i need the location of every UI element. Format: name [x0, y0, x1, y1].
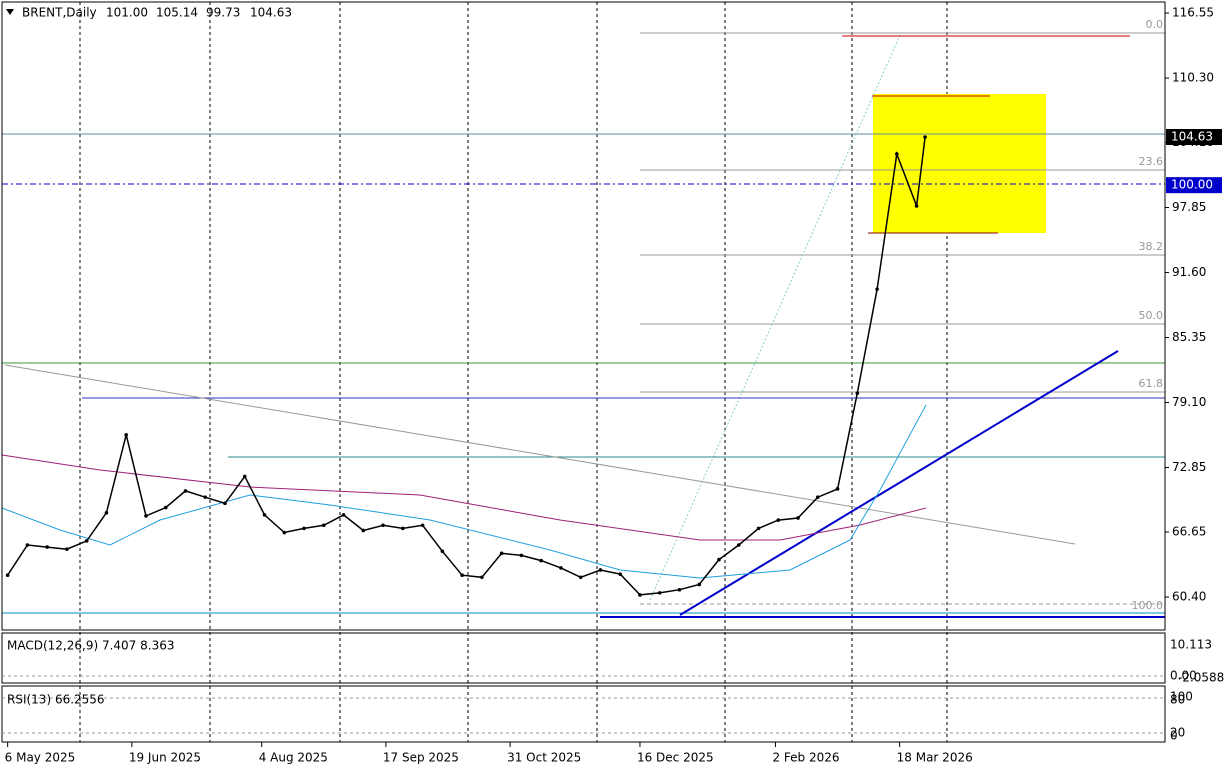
price-point — [183, 489, 188, 493]
symbol: BRENT,Daily — [22, 6, 97, 20]
ohlc-high: 105.14 — [156, 6, 198, 20]
price-point — [302, 526, 306, 531]
price-point — [104, 510, 109, 515]
price-marker-label: 100.00 — [1171, 178, 1213, 192]
fib-label: 61.8 — [1139, 377, 1164, 390]
price-point — [677, 587, 682, 592]
fib-lines — [640, 32, 1165, 605]
price-point — [776, 518, 781, 522]
price-marker — [1166, 177, 1222, 194]
price-point — [223, 501, 227, 506]
rsi-tick: 100 — [1170, 690, 1193, 704]
y-tick-label: 66.65 — [1172, 525, 1206, 539]
price-point — [914, 204, 919, 208]
rsi-tick: 80 — [1170, 693, 1185, 707]
price-point — [815, 495, 820, 499]
price-marker — [1166, 129, 1222, 146]
x-tick-label: 6 May 2025 — [5, 751, 76, 765]
ohlc-close: 104.63 — [250, 6, 292, 20]
macd-tick: -2.0588 — [1178, 671, 1224, 685]
x-tick-label: 2 Feb 2026 — [772, 751, 839, 765]
price-point — [322, 523, 326, 528]
y-tick-label: 110.30 — [1172, 71, 1214, 85]
y-tick-label: 79.10 — [1172, 395, 1206, 409]
price-point — [84, 539, 89, 543]
y-tick-label: 60.40 — [1172, 590, 1206, 604]
rsi-tick: 20 — [1170, 726, 1185, 740]
price-point — [480, 575, 484, 580]
price-point — [559, 566, 563, 570]
y-tick-label: 91.60 — [1172, 265, 1206, 279]
price-point — [420, 523, 425, 528]
price-point — [262, 513, 267, 517]
price-point — [796, 516, 800, 520]
price-point — [440, 549, 445, 554]
price-point — [65, 547, 69, 551]
price-point — [756, 526, 761, 531]
price-point — [242, 474, 247, 479]
macd-tick: 10.113 — [1170, 638, 1212, 652]
y-tick-label: 97.85 — [1172, 200, 1206, 214]
price-point — [539, 558, 543, 563]
x-tick-label: 4 Aug 2025 — [259, 751, 328, 765]
price-point — [618, 572, 622, 576]
price-point — [361, 528, 366, 533]
price-point — [45, 545, 49, 549]
price-point — [835, 487, 840, 491]
price-point — [697, 582, 702, 587]
price-point — [460, 573, 464, 577]
price-point — [923, 135, 927, 139]
price-point — [25, 543, 30, 547]
price-point — [282, 530, 287, 535]
macd-tick: 0.00 — [1170, 669, 1197, 683]
ohlc-low: 99.73 — [206, 6, 240, 20]
y-tick-label: 116.55 — [1172, 6, 1214, 20]
price-point — [124, 432, 129, 437]
price-point — [895, 152, 899, 156]
price-line — [6, 136, 926, 596]
fib-label: 100.0 — [1132, 599, 1164, 612]
rsi-label: RSI(13) 66.2556 — [7, 693, 105, 707]
price-point — [657, 591, 662, 595]
price-point — [875, 287, 879, 291]
y-tick-label: 85.35 — [1172, 330, 1206, 344]
price-point — [381, 523, 385, 528]
fib-label: 38.2 — [1139, 240, 1164, 253]
price-point — [736, 543, 741, 547]
price-point — [519, 553, 524, 558]
fib-label: 23.6 — [1139, 155, 1164, 168]
price-point — [401, 526, 405, 531]
price-point — [5, 573, 10, 577]
price-point — [578, 575, 583, 580]
price-point — [499, 551, 504, 556]
price-point — [203, 495, 208, 499]
price-point — [144, 514, 148, 518]
menu-arrow[interactable] — [6, 9, 14, 15]
price-marker-label: 104.63 — [1171, 130, 1213, 144]
x-tick-label: 17 Sep 2025 — [383, 751, 459, 765]
rsi-tick: 0 — [1170, 729, 1178, 743]
x-tick-label: 18 Mar 2026 — [897, 751, 973, 765]
price-point — [341, 513, 346, 517]
price-point — [163, 505, 168, 510]
x-tick-label: 16 Dec 2025 — [637, 751, 714, 765]
ohlc-open: 101.00 — [106, 6, 148, 20]
y-tick-label: 72.85 — [1172, 460, 1206, 474]
x-tick-label: 19 Jun 2025 — [129, 751, 201, 765]
price-point — [855, 391, 860, 395]
price-point — [717, 557, 721, 562]
decor — [1, 1, 1166, 743]
fib-label: 0.0 — [1146, 18, 1164, 31]
macd-label: MACD(12,26,9) 7.407 8.363 — [7, 639, 174, 653]
fib-label: 50.0 — [1139, 309, 1164, 322]
x-tick-label: 31 Oct 2025 — [507, 751, 581, 765]
price-point — [638, 593, 642, 597]
zone — [873, 94, 1046, 233]
price-point — [598, 568, 603, 572]
